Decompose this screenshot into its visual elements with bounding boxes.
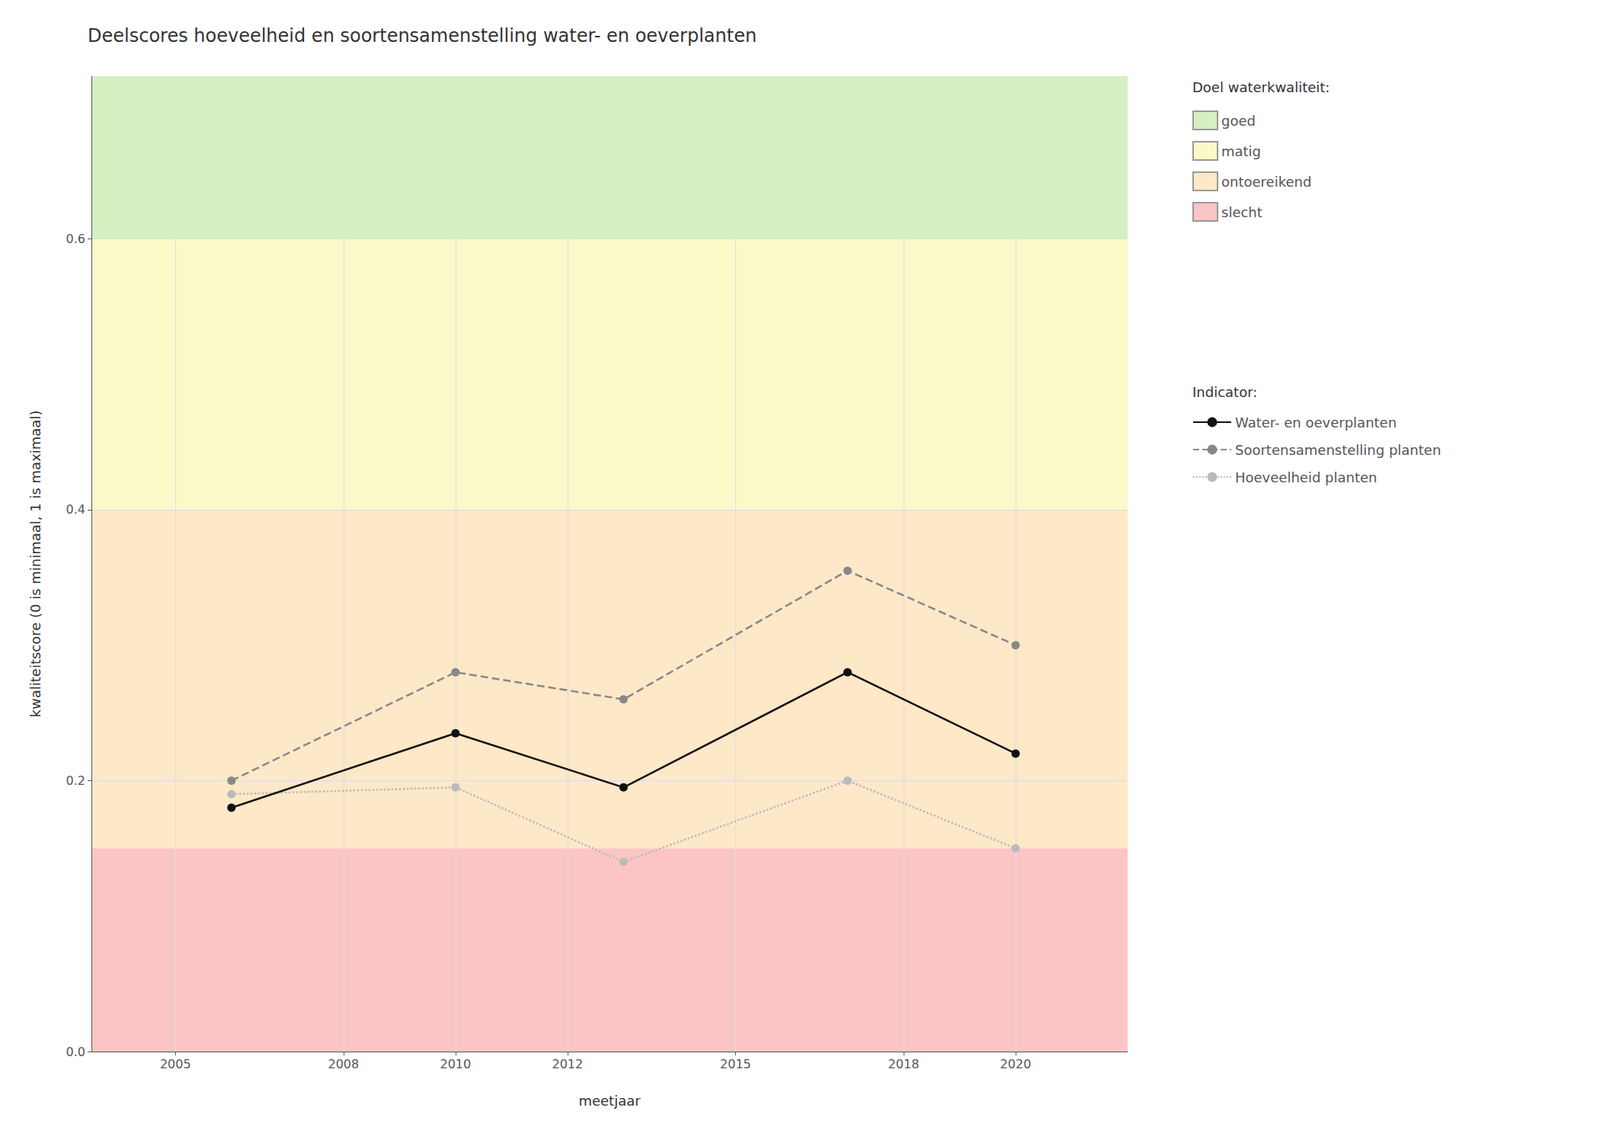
svg-text:ontoereikend: ontoereikend [1221, 173, 1312, 190]
svg-text:Soortensamenstelling planten: Soortensamenstelling planten [1235, 441, 1441, 458]
svg-text:0.6: 0.6 [66, 231, 86, 247]
svg-text:Deelscores hoeveelheid en soor: Deelscores hoeveelheid en soortensamenst… [87, 25, 757, 47]
svg-text:2010: 2010 [439, 1056, 471, 1072]
svg-text:0.0: 0.0 [66, 1044, 86, 1060]
svg-text:goed: goed [1221, 112, 1256, 129]
svg-text:2018: 2018 [888, 1056, 920, 1072]
svg-text:2008: 2008 [327, 1056, 359, 1072]
svg-text:slecht: slecht [1221, 204, 1263, 221]
svg-text:Doel waterkwaliteit:: Doel waterkwaliteit: [1192, 79, 1330, 96]
svg-text:2020: 2020 [1000, 1056, 1032, 1072]
svg-text:kwaliteitscore (0 is minimaal,: kwaliteitscore (0 is minimaal, 1 is maxi… [27, 410, 44, 718]
svg-text:meetjaar: meetjaar [578, 1092, 641, 1109]
svg-text:Indicator:: Indicator: [1192, 384, 1258, 400]
svg-text:2015: 2015 [720, 1056, 752, 1072]
svg-text:2005: 2005 [160, 1056, 192, 1072]
svg-text:0.2: 0.2 [66, 773, 86, 788]
svg-text:0.4: 0.4 [66, 502, 86, 517]
svg-text:Water- en oeverplanten: Water- en oeverplanten [1235, 414, 1397, 431]
svg-text:Hoeveelheid planten: Hoeveelheid planten [1235, 469, 1377, 486]
svg-text:matig: matig [1221, 143, 1261, 160]
svg-text:2012: 2012 [552, 1056, 584, 1072]
